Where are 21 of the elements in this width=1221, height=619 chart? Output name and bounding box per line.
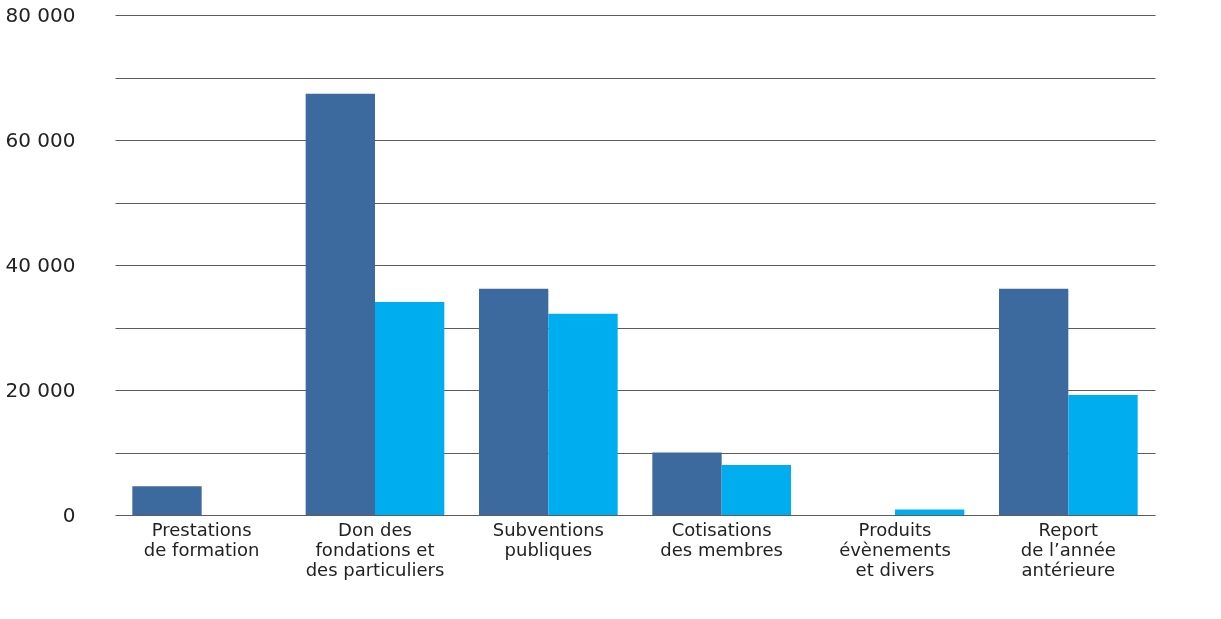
y-tick-label: 60 000 [5, 127, 76, 152]
bar [132, 486, 202, 515]
bar [721, 465, 791, 515]
bar [479, 288, 549, 515]
bar [548, 313, 618, 515]
x-tick-label: Prestations de formation [143, 518, 260, 560]
x-tick-label: Cotisations des membres [660, 518, 783, 560]
y-tick-label: 40 000 [5, 252, 76, 277]
x-tick-label: Produits évènements et divers [839, 518, 951, 580]
x-tick-label: Subventions publiques [492, 518, 604, 560]
x-tick-label: Don des fondations et des particuliers [305, 518, 445, 580]
y-tick-label: 0 [62, 502, 76, 527]
bar [895, 509, 965, 515]
y-tick-label: 80 000 [5, 2, 76, 27]
bar [1068, 395, 1138, 515]
x-tick-label: Report de l’année antérieure [1020, 518, 1116, 580]
y-tick-label: 20 000 [5, 377, 76, 402]
bar [999, 288, 1069, 515]
bar [375, 301, 445, 515]
bar [305, 93, 375, 515]
bar [652, 452, 722, 515]
